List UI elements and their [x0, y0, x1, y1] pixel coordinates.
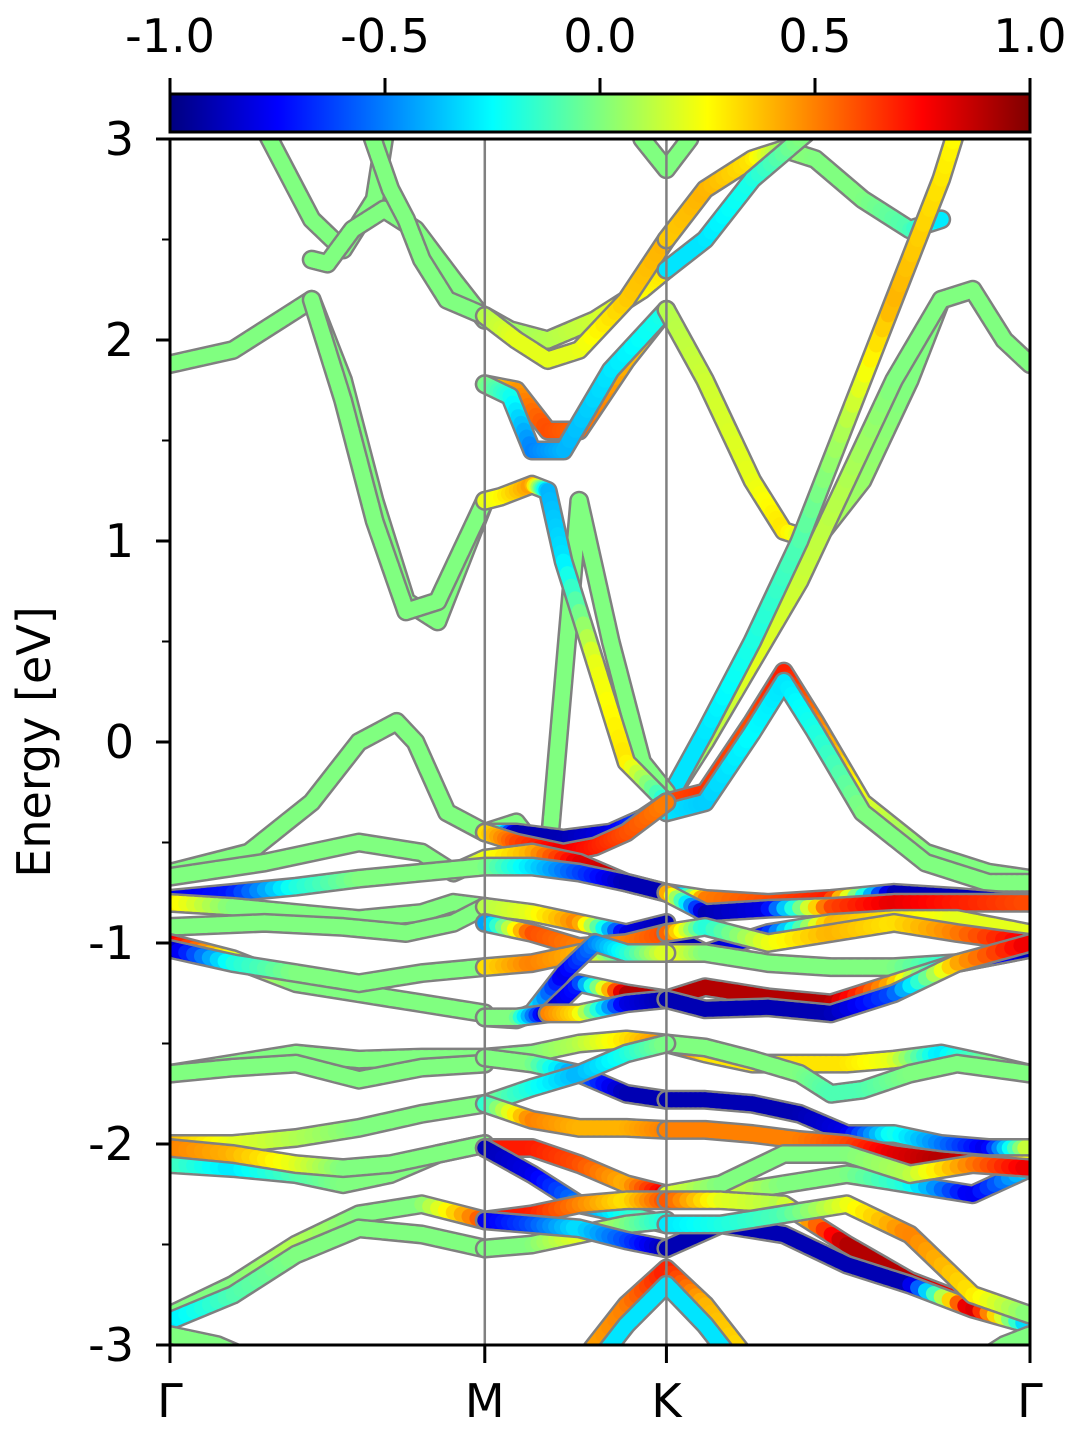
y-tick-label: -3 [88, 1318, 134, 1372]
y-axis-label: Energy [eV] [7, 606, 61, 877]
band-segment [223, 1342, 237, 1345]
colorbar-tick-label: -0.5 [340, 9, 430, 63]
band-segment [579, 1378, 585, 1386]
band-10 [656, 79, 894, 280]
band-segment [270, 1368, 276, 1371]
colorbar-tick-label: 1.0 [993, 9, 1066, 63]
band-segment [294, 1378, 300, 1381]
band-segment [715, 1340, 731, 1345]
band-segment [591, 1363, 597, 1371]
band-48 [170, 1134, 495, 1179]
band-segment [741, 1370, 747, 1378]
band-64 [973, 1325, 1030, 1366]
colorbar-tick-label: 0.5 [778, 9, 851, 63]
band-6 [474, 299, 677, 461]
band-segment [282, 1373, 288, 1376]
x-tick-label: Γ [157, 1374, 183, 1428]
x-tick-label: K [651, 1374, 683, 1428]
colorbar-ticks: -1.0 -0.5 0.0 0.5 1.0 [125, 9, 1067, 94]
band-segment [552, 674, 571, 735]
band-segment [865, 89, 871, 92]
x-tick-label: Γ [1017, 1374, 1043, 1428]
band-30 [170, 939, 495, 994]
colorbar-tick-label: 0.0 [563, 9, 636, 63]
band-segment [876, 84, 882, 87]
band-segment [882, 81, 888, 84]
band-63 [170, 1325, 312, 1386]
band-segment [988, 1353, 992, 1356]
band-segment [544, 764, 564, 825]
band-60 [656, 1194, 1030, 1325]
band-13 [170, 490, 677, 883]
y-tick-label: 3 [105, 112, 134, 166]
colorbar-gradient [168, 92, 1032, 134]
band-segment [981, 1358, 985, 1361]
band-52 [656, 1144, 1030, 1205]
band-41 [656, 1033, 1030, 1104]
y-tick-label: -1 [88, 916, 134, 970]
band-54 [170, 1218, 495, 1331]
x-tick-label: M [465, 1374, 505, 1428]
band-4 [301, 289, 495, 622]
band-segment [747, 1358, 753, 1366]
band-segment [235, 1353, 241, 1356]
band-segment [216, 1340, 235, 1345]
band-segment [969, 79, 973, 92]
band-segment [259, 1363, 265, 1366]
high-symmetry-lines [483, 139, 668, 1345]
band-lines [170, 79, 1030, 1386]
y-tick-label: 2 [105, 313, 134, 367]
band-segment [556, 629, 575, 690]
band-segment [735, 1342, 747, 1345]
band-24 [656, 882, 1030, 923]
colorbar-tick-label: -1.0 [125, 9, 215, 63]
band-segment [276, 1370, 282, 1373]
band-segment [300, 1380, 306, 1383]
band-segment [288, 1375, 294, 1378]
band-segment [241, 1355, 247, 1358]
band-segment [977, 1360, 981, 1363]
band-35 [537, 989, 677, 1024]
band-37 [656, 933, 1030, 1024]
band-16 [656, 671, 1030, 893]
band-segment [247, 1358, 253, 1361]
band-22 [170, 896, 495, 943]
band-11 [656, 279, 1030, 813]
band-segment [985, 1355, 989, 1358]
band-segment [585, 1342, 597, 1345]
band-7 [474, 229, 677, 371]
band-28 [656, 912, 1030, 953]
band-39 [170, 1053, 495, 1090]
band-segment [597, 1355, 603, 1363]
band-segment [735, 1363, 741, 1371]
band-segment [973, 1363, 977, 1366]
y-tick-label: 1 [105, 514, 134, 568]
band-segment [888, 79, 894, 82]
band-segment [585, 1370, 591, 1378]
plot-area: -3 -2 -1 0 1 2 3 Γ M K Γ [88, 79, 1043, 1428]
band-segment [548, 719, 567, 780]
colorbar: -1.0 -0.5 0.0 0.5 1.0 [125, 9, 1067, 134]
band-segment [990, 1340, 1008, 1345]
band-segment [264, 1365, 270, 1368]
band-segment [870, 86, 876, 89]
band-segment [579, 1358, 585, 1366]
band-segment [253, 1360, 259, 1363]
y-axis-ticks: -3 -2 -1 0 1 2 3 [88, 112, 170, 1372]
band-segment [990, 1342, 1002, 1345]
y-tick-label: -2 [88, 1117, 134, 1171]
band-segment [601, 1340, 616, 1345]
band-14 [474, 474, 677, 813]
band-segment [729, 1355, 735, 1363]
y-tick-label: 0 [105, 715, 134, 769]
band-segment [1013, 935, 1030, 953]
band-45 [474, 1093, 677, 1140]
band-segment [1013, 1064, 1030, 1082]
band-segment [747, 1378, 753, 1386]
band-segment [929, 211, 949, 229]
band-segment [306, 1383, 312, 1386]
